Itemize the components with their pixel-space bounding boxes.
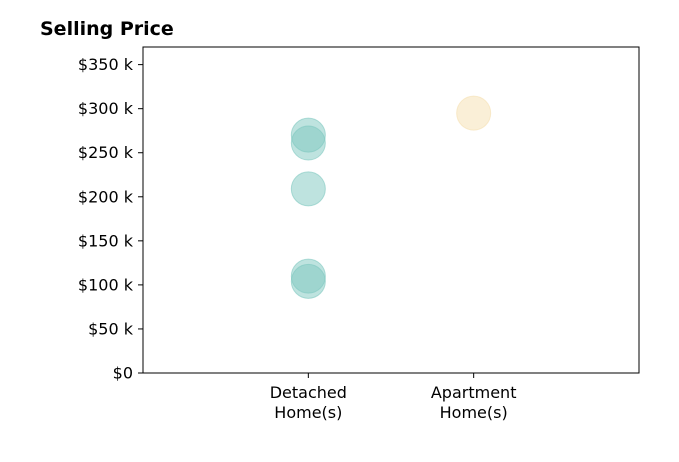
data-point <box>290 125 326 161</box>
data-point <box>456 95 492 131</box>
x-axis: Detached Home(s) Apartment Home(s) <box>270 373 517 422</box>
y-tick-label: $150 k <box>78 231 134 250</box>
y-tick-label: $200 k <box>78 187 134 206</box>
plot-frame <box>142 46 640 374</box>
x-tick-label: Detached Home(s) <box>270 383 347 422</box>
y-tick-label: $0 <box>113 364 133 383</box>
y-axis: $0 $50 k $100 k $150 k $200 k $250 k $300 k $35… <box>78 55 143 383</box>
x-tick-label: Apartment Home(s) <box>431 383 517 422</box>
y-tick-label: $350 k <box>78 55 134 74</box>
y-tick-label: $50 k <box>88 319 134 338</box>
data-point <box>290 171 326 207</box>
y-tick-label: $250 k <box>78 143 134 162</box>
data-point <box>290 263 326 299</box>
data-points <box>290 95 492 299</box>
y-tick-label: $100 k <box>78 275 134 294</box>
chart-title: Selling Price <box>40 18 174 40</box>
y-tick-label: $300 k <box>78 99 134 118</box>
